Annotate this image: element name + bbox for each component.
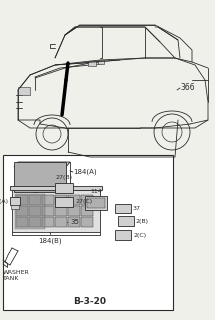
Bar xyxy=(115,230,131,240)
Text: 114: 114 xyxy=(90,189,102,194)
Bar xyxy=(15,194,45,229)
Bar xyxy=(42,195,54,205)
Text: WASHER
TANK: WASHER TANK xyxy=(3,270,30,281)
Bar xyxy=(14,162,66,192)
Bar xyxy=(16,195,28,205)
Text: 184(A): 184(A) xyxy=(73,169,97,175)
Bar xyxy=(55,195,67,205)
Bar xyxy=(85,196,107,210)
Bar xyxy=(18,87,30,95)
Bar xyxy=(98,60,104,64)
Bar xyxy=(55,206,67,216)
Bar xyxy=(55,197,73,207)
Bar xyxy=(81,195,93,205)
Text: 27(A): 27(A) xyxy=(0,198,8,204)
Bar xyxy=(16,206,28,216)
Bar xyxy=(29,195,41,205)
Bar xyxy=(68,195,80,205)
Text: 2(C): 2(C) xyxy=(133,233,146,237)
Bar xyxy=(12,190,100,232)
Bar xyxy=(29,217,41,227)
Text: 184(B): 184(B) xyxy=(38,238,62,244)
Bar xyxy=(11,205,19,209)
Text: 27(B): 27(B) xyxy=(55,175,72,180)
Bar xyxy=(88,61,96,66)
Bar xyxy=(81,217,93,227)
Bar xyxy=(3,155,173,310)
Bar xyxy=(81,206,93,216)
Text: 35: 35 xyxy=(70,219,79,225)
Polygon shape xyxy=(14,162,70,167)
Text: 366: 366 xyxy=(180,84,195,92)
Bar xyxy=(115,204,131,213)
Bar xyxy=(10,197,20,205)
Bar xyxy=(87,198,105,208)
Bar xyxy=(68,206,80,216)
Bar xyxy=(68,217,80,227)
Bar xyxy=(10,186,102,190)
Text: 27(C): 27(C) xyxy=(75,199,92,204)
Bar xyxy=(118,216,134,226)
Bar xyxy=(16,217,28,227)
Text: B-3-20: B-3-20 xyxy=(74,298,106,307)
Bar xyxy=(42,206,54,216)
Text: 2(B): 2(B) xyxy=(136,219,149,223)
Bar xyxy=(29,206,41,216)
Text: 37: 37 xyxy=(133,206,141,212)
Bar xyxy=(55,217,67,227)
Bar xyxy=(42,217,54,227)
Bar xyxy=(55,183,73,193)
